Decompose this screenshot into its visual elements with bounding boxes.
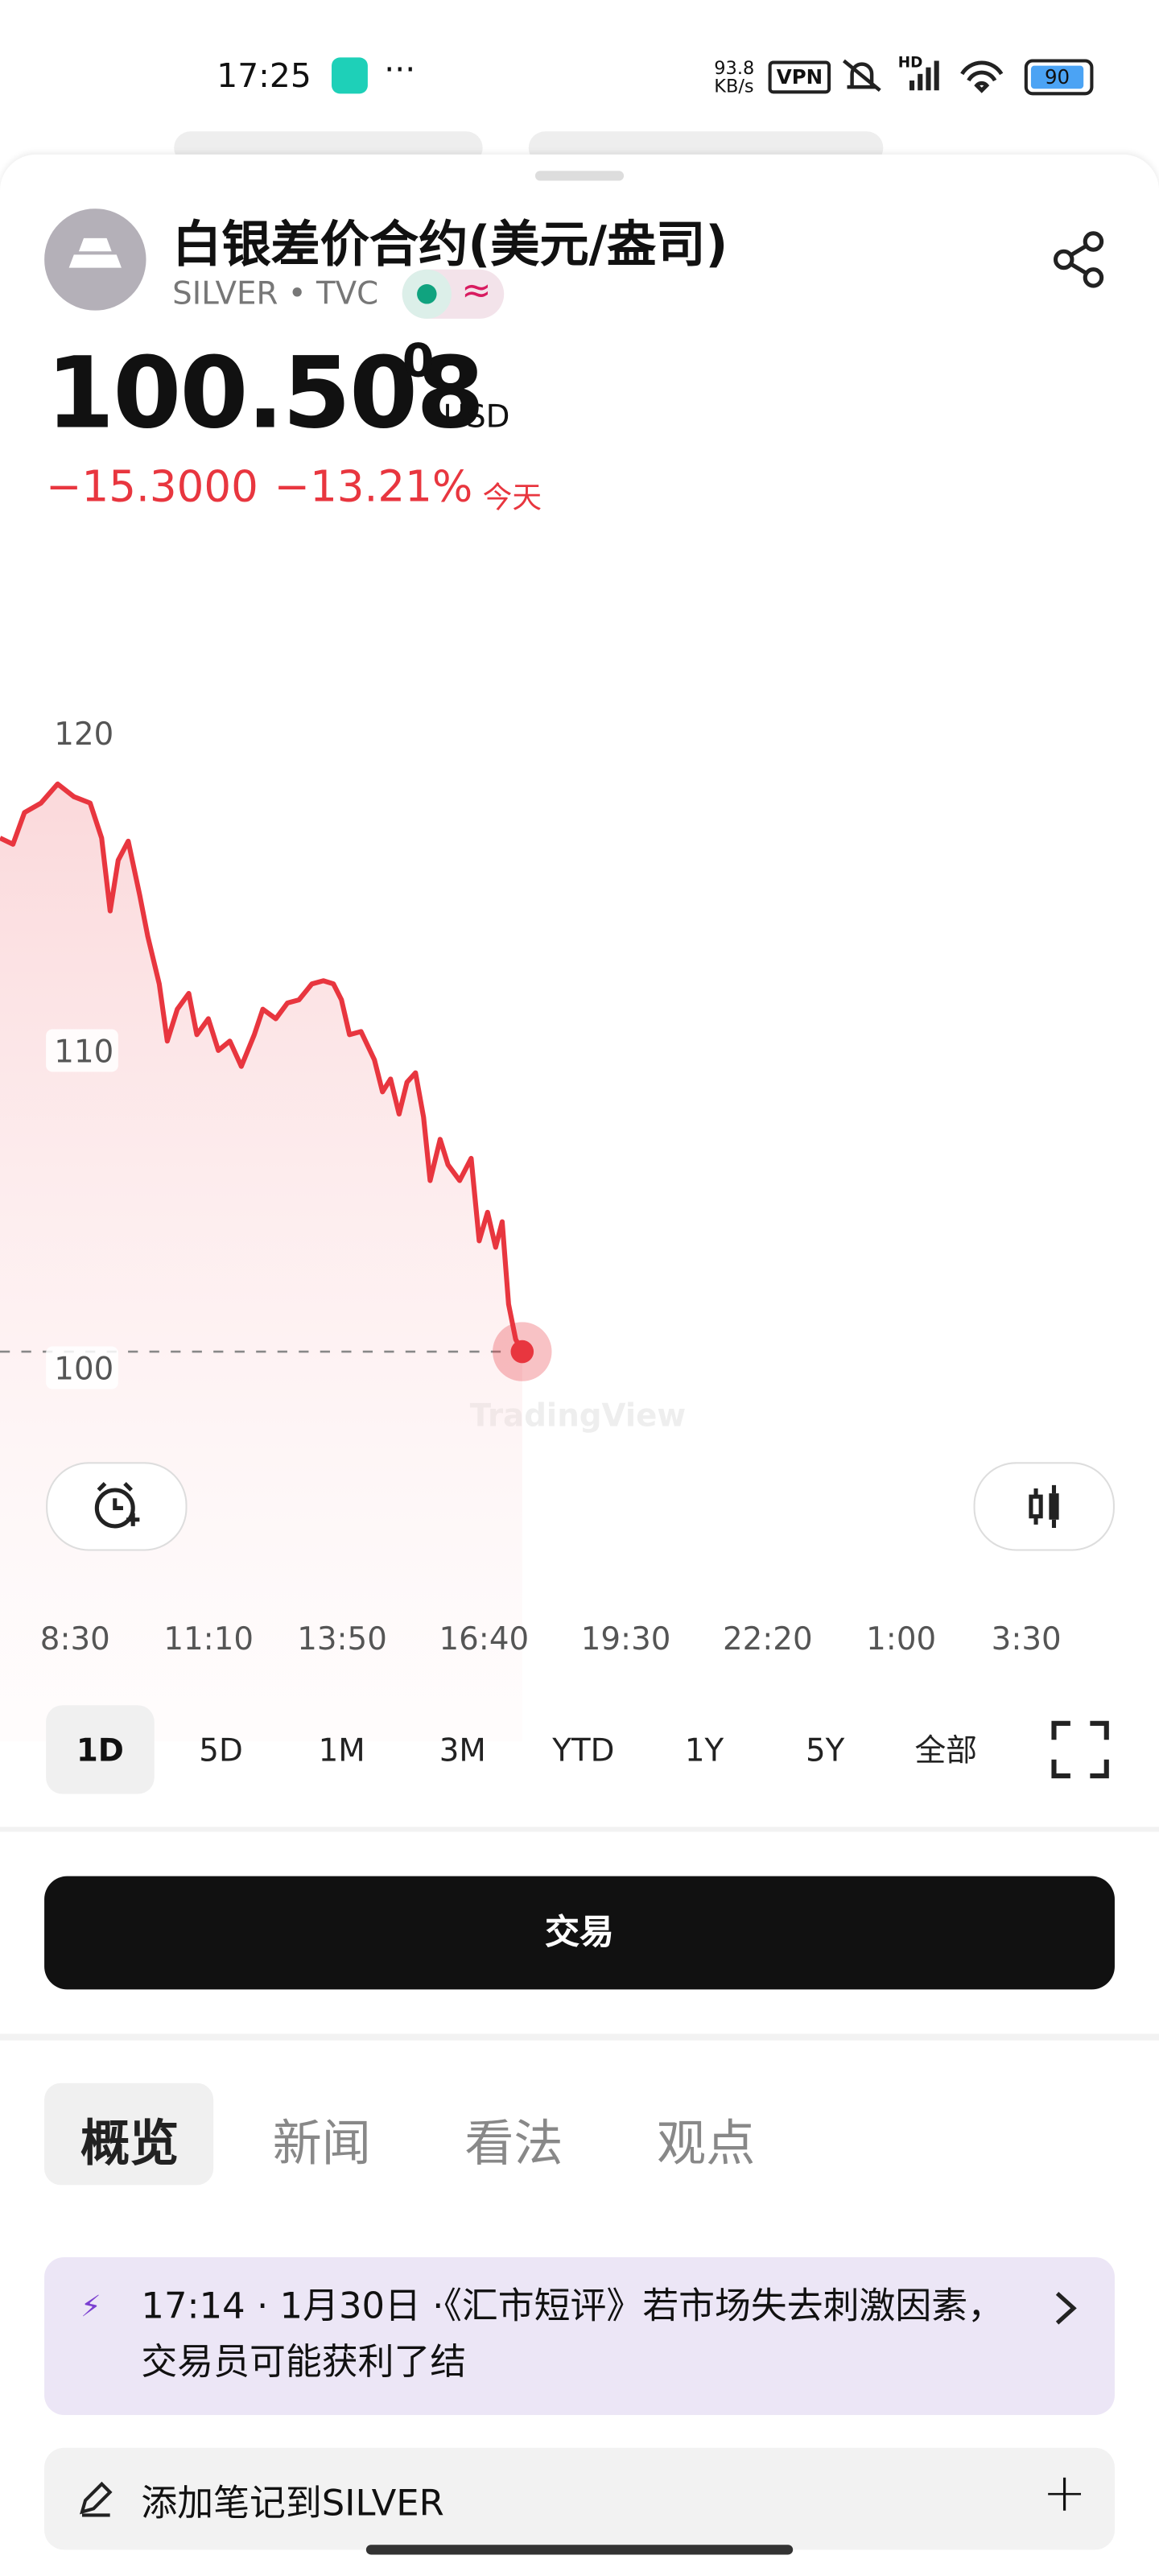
subtitle: SILVER • TVC xyxy=(172,275,379,312)
status-time: 17:25 xyxy=(217,56,311,96)
divider xyxy=(0,1827,1159,1832)
change-pct: −13.21% xyxy=(274,463,473,513)
status-more: ··· xyxy=(384,49,416,89)
x-tick-label: 22:20 xyxy=(723,1621,813,1657)
y-tick-bg xyxy=(46,712,118,755)
x-tick-label: 8:30 xyxy=(40,1621,110,1657)
logo xyxy=(44,208,146,311)
range-button[interactable]: 5Y xyxy=(805,1733,845,1769)
price-sup: 0 xyxy=(402,333,435,388)
add-icon: + xyxy=(1042,2461,1087,2524)
range-button[interactable]: 1M xyxy=(318,1733,365,1769)
range-button[interactable]: 1Y xyxy=(684,1733,724,1769)
net-unit: KB/s xyxy=(714,75,754,97)
range-button[interactable]: YTD xyxy=(552,1733,615,1769)
x-tick-label: 16:40 xyxy=(439,1621,530,1657)
tab[interactable]: 观点 xyxy=(656,2116,756,2174)
currency: USD xyxy=(443,398,510,436)
note-text: 添加笔记到SILVER xyxy=(141,2483,444,2525)
last-point xyxy=(510,1340,534,1364)
range-button[interactable]: 1D xyxy=(76,1733,124,1769)
battery: 90 xyxy=(1024,59,1094,96)
chart-type-button[interactable] xyxy=(973,1462,1115,1551)
y-tick-label: 110 xyxy=(54,1034,113,1070)
fullscreen-button[interactable] xyxy=(1050,1720,1109,1779)
range-button[interactable]: 全部 xyxy=(914,1733,978,1769)
period: 今天 xyxy=(482,481,542,516)
vpn: VPN xyxy=(768,60,831,94)
news-card[interactable]: ⚡ 17:14 · 1月30日 ·《汇市短评》若市场失去刺激因素，交易员可能获利… xyxy=(44,2257,1115,2415)
y-tick-label: 120 xyxy=(54,716,113,753)
net-speed: 93.8 xyxy=(714,57,755,79)
tab[interactable]: 新闻 xyxy=(272,2116,371,2174)
status-icons xyxy=(842,59,1004,93)
status-badge[interactable]: ≈ xyxy=(402,269,505,319)
y-tick-bg xyxy=(46,1346,118,1389)
y-tick-label: 100 xyxy=(54,1351,113,1387)
news-text: 17:14 · 1月30日 ·《汇市短评》若市场失去刺激因素，交易员可能获利了结 xyxy=(141,2286,1004,2384)
area xyxy=(0,783,522,1742)
chevron xyxy=(1055,2292,1077,2325)
range-button[interactable]: 3M xyxy=(439,1733,486,1769)
range-active-bg xyxy=(46,1705,155,1794)
x-tick-label: 19:30 xyxy=(581,1621,671,1657)
x-tick-label: 13:50 xyxy=(297,1621,387,1657)
x-tick-label: 11:10 xyxy=(163,1621,254,1657)
edit-icon xyxy=(80,2481,113,2517)
app-icon xyxy=(332,57,368,94)
trade-button[interactable]: 交易 xyxy=(44,1876,1115,1990)
hd: HD xyxy=(897,56,923,72)
range-button[interactable]: 5D xyxy=(199,1733,243,1769)
battery-level: 90 xyxy=(1030,65,1084,89)
y-tick-bg xyxy=(46,1029,118,1072)
share-button[interactable] xyxy=(1050,230,1109,289)
home-indicator[interactable] xyxy=(365,2545,794,2555)
alert-button[interactable] xyxy=(46,1462,188,1551)
tab[interactable]: 概览 xyxy=(80,2116,179,2174)
x-tick-label: 3:30 xyxy=(992,1621,1062,1657)
drag-handle[interactable] xyxy=(534,171,625,181)
note-card[interactable]: 添加笔记到SILVER + xyxy=(44,2447,1115,2550)
news-icon: ⚡ xyxy=(80,2289,101,2325)
line xyxy=(0,781,525,1353)
price: 100.508 xyxy=(46,336,485,452)
divider xyxy=(0,2033,1159,2041)
change: −15.3000 xyxy=(46,463,258,513)
x-tick-label: 1:00 xyxy=(866,1621,936,1657)
tab[interactable]: 看法 xyxy=(464,2116,563,2174)
title: 白银差价合约(美元/盎司) xyxy=(172,217,728,275)
tab-active-bg xyxy=(44,2083,214,2186)
